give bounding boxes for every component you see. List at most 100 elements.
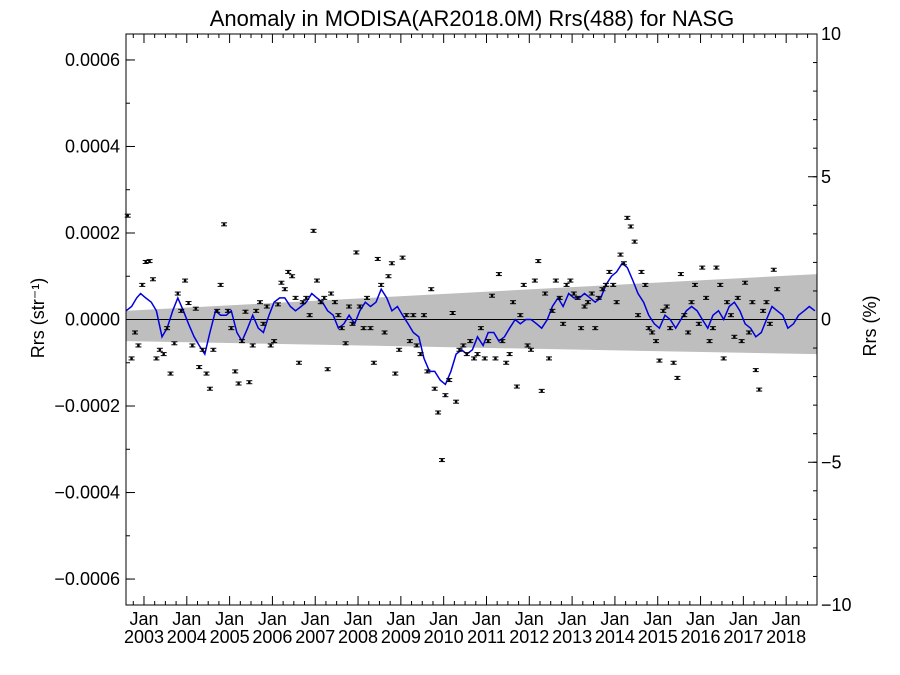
svg-text:2007: 2007 <box>295 627 335 647</box>
data-point <box>349 321 356 326</box>
svg-text:2006: 2006 <box>252 627 292 647</box>
data-point <box>734 295 741 300</box>
data-point <box>610 282 617 287</box>
data-point <box>413 343 420 348</box>
data-point <box>645 326 652 331</box>
y-tick-label-left: 0.0000 <box>65 310 120 330</box>
y-tick-label-left: 0.0006 <box>65 50 120 70</box>
data-point <box>489 293 496 298</box>
data-point <box>563 282 570 287</box>
data-point <box>310 228 317 233</box>
data-point <box>749 300 756 305</box>
data-point <box>388 261 395 266</box>
data-point <box>592 326 599 331</box>
data-point <box>638 269 645 274</box>
data-point <box>367 326 374 331</box>
svg-text:Jan: Jan <box>772 609 801 629</box>
data-point <box>584 300 591 305</box>
data-point <box>271 339 278 344</box>
data-point <box>217 282 224 287</box>
data-point <box>709 326 716 331</box>
data-point <box>242 309 249 314</box>
data-point <box>267 343 274 348</box>
data-point <box>295 360 302 365</box>
svg-text:Jan: Jan <box>301 609 330 629</box>
data-point <box>642 282 649 287</box>
data-point <box>706 339 713 344</box>
y-tick-label-right: 5 <box>821 167 831 187</box>
data-point <box>524 343 531 348</box>
svg-text:Jan: Jan <box>344 609 373 629</box>
data-point <box>731 334 738 339</box>
data-point <box>420 313 427 318</box>
data-point <box>717 282 724 287</box>
data-point <box>606 269 613 274</box>
svg-text:2004: 2004 <box>167 627 207 647</box>
data-point <box>142 259 149 264</box>
data-point <box>224 308 231 313</box>
data-point <box>321 295 328 300</box>
data-point <box>481 356 488 361</box>
data-point <box>139 282 146 287</box>
data-point <box>260 321 267 326</box>
data-point <box>542 291 549 296</box>
svg-text:Jan: Jan <box>215 609 244 629</box>
data-point <box>774 287 781 292</box>
data-point <box>360 326 367 331</box>
data-point <box>289 274 296 279</box>
data-point <box>128 356 135 361</box>
data-point <box>232 369 239 374</box>
data-point <box>249 343 256 348</box>
data-point <box>435 410 442 415</box>
data-point <box>182 278 189 283</box>
data-point <box>492 356 499 361</box>
data-point <box>335 313 342 318</box>
data-point <box>346 304 353 309</box>
svg-text:Jan: Jan <box>729 609 758 629</box>
data-point <box>617 252 624 257</box>
data-point <box>160 352 167 357</box>
svg-text:2012: 2012 <box>509 627 549 647</box>
data-point <box>196 365 203 370</box>
svg-text:2011: 2011 <box>467 627 506 647</box>
y-tick-label-left: 0.0002 <box>65 223 120 243</box>
data-point <box>720 356 727 361</box>
data-point <box>653 339 660 344</box>
data-point <box>317 300 324 305</box>
data-point <box>263 304 270 309</box>
data-point <box>681 313 688 318</box>
data-point <box>442 393 449 398</box>
data-point <box>677 272 684 277</box>
data-point <box>403 313 410 318</box>
data-point <box>635 313 642 318</box>
svg-text:Jan: Jan <box>386 609 415 629</box>
data-point <box>670 360 677 365</box>
data-point <box>613 300 620 305</box>
data-point <box>599 287 606 292</box>
data-point <box>385 274 392 279</box>
data-point <box>396 347 403 352</box>
data-point <box>392 371 399 376</box>
data-point <box>663 304 670 309</box>
data-point <box>206 386 213 391</box>
data-point <box>257 300 264 305</box>
data-point <box>456 347 463 352</box>
data-point <box>520 282 527 287</box>
data-point <box>199 347 206 352</box>
svg-text:Jan: Jan <box>558 609 587 629</box>
svg-text:2013: 2013 <box>552 627 592 647</box>
